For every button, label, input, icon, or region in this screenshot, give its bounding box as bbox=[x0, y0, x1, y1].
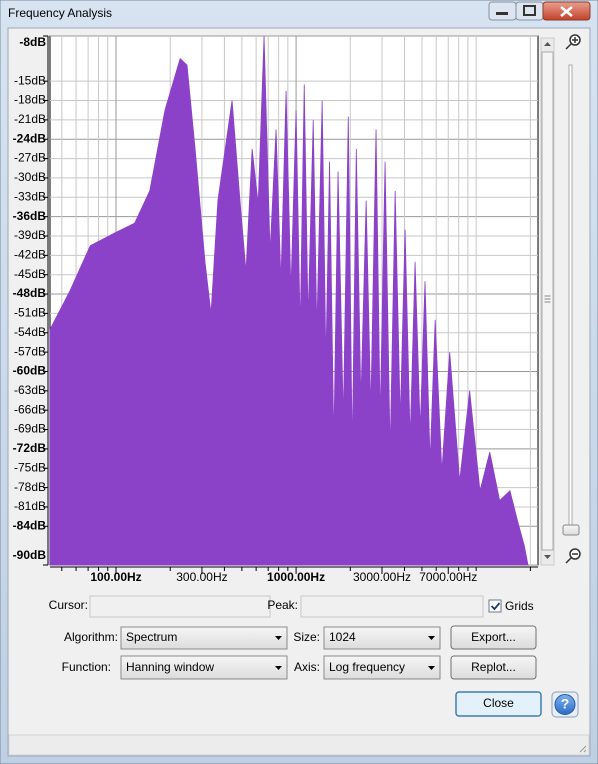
y-tick-label: -18dB bbox=[14, 93, 46, 107]
zoom-slider[interactable] bbox=[562, 524, 580, 536]
y-tick-label: -57dB bbox=[14, 344, 46, 358]
export-label: Export... bbox=[471, 630, 516, 644]
y-tick-label: -24dB bbox=[13, 131, 47, 145]
close-button[interactable] bbox=[455, 691, 542, 717]
algorithm-value: Spectrum bbox=[126, 630, 177, 644]
size-label: Size: bbox=[293, 630, 320, 644]
y-tick-label: -81dB bbox=[14, 499, 46, 513]
function-select[interactable] bbox=[120, 655, 288, 680]
export-button[interactable] bbox=[450, 625, 537, 650]
grids-check bbox=[490, 602, 501, 611]
axis-label: Axis: bbox=[294, 660, 320, 674]
replot-button[interactable] bbox=[450, 655, 537, 680]
y-tick-label: -75dB bbox=[14, 460, 46, 474]
peak-field bbox=[300, 595, 484, 618]
y-tick-label: -39dB bbox=[14, 228, 46, 242]
y-tick-label: -30dB bbox=[14, 170, 46, 184]
thumb-grip bbox=[544, 295, 551, 303]
x-tick-label: 7000.00Hz bbox=[419, 570, 477, 584]
algorithm-label: Algorithm: bbox=[64, 630, 118, 644]
y-tick-label: -42dB bbox=[14, 248, 46, 262]
y-tick-label: -54dB bbox=[14, 325, 46, 339]
maximize-icon bbox=[523, 5, 536, 16]
minimize-button[interactable] bbox=[488, 1, 517, 21]
y-tick-label: -27dB bbox=[14, 151, 46, 165]
y-tick-label: -51dB bbox=[14, 306, 46, 320]
status-bar bbox=[8, 734, 590, 756]
maximize-button[interactable] bbox=[515, 1, 544, 21]
x-tick-label: 3000.00Hz bbox=[353, 570, 411, 584]
zoom-track bbox=[568, 64, 573, 536]
resize-grip bbox=[579, 745, 587, 753]
y-tick-label: -72dB bbox=[13, 441, 47, 455]
function-label: Function: bbox=[62, 660, 111, 674]
cursor-field bbox=[89, 595, 271, 618]
help-icon bbox=[554, 694, 576, 715]
y-tick-label: -36dB bbox=[13, 209, 47, 223]
y-tick-label: -90dB bbox=[13, 548, 47, 562]
size-select[interactable] bbox=[323, 626, 441, 650]
y-tick-label: -84dB bbox=[13, 518, 47, 532]
minimize-icon bbox=[496, 12, 508, 15]
cursor-label: Cursor: bbox=[49, 598, 88, 612]
help-label: ? bbox=[561, 696, 570, 712]
y-tick-label: -21dB bbox=[14, 112, 46, 126]
scroll-down[interactable] bbox=[544, 555, 551, 559]
grids-label: Grids bbox=[505, 599, 534, 613]
y-tick-label: -69dB bbox=[14, 422, 46, 436]
y-tick-label: -15dB bbox=[14, 73, 46, 87]
close-label: Close bbox=[483, 696, 514, 710]
x-tick-label: 300.00Hz bbox=[176, 570, 227, 584]
window-title: Frequency Analysis bbox=[8, 6, 112, 20]
y-tick-label: -78dB bbox=[14, 480, 46, 494]
zoom-in-icon bbox=[565, 37, 578, 50]
grids-checkbox[interactable] bbox=[488, 599, 502, 613]
axis-value: Log frequency bbox=[329, 660, 405, 674]
y-tick-label: -45dB bbox=[14, 267, 46, 281]
dropdown-arrow bbox=[275, 636, 282, 640]
size-value: 1024 bbox=[329, 630, 356, 644]
zoom-out-icon bbox=[565, 553, 578, 564]
dropdown-arrow bbox=[428, 636, 435, 640]
spectrum-area bbox=[49, 35, 529, 566]
replot-label: Replot... bbox=[471, 660, 516, 674]
x-tick-label: 1000.00Hz bbox=[267, 570, 325, 584]
y-tick-label: -63dB bbox=[14, 383, 46, 397]
scroll-thumb[interactable] bbox=[541, 51, 554, 551]
dropdown-arrow bbox=[275, 666, 282, 670]
function-value: Hanning window bbox=[126, 660, 214, 674]
y-tick-label: -33dB bbox=[14, 189, 46, 203]
y-tick-label: -8dB bbox=[19, 35, 46, 49]
axis-select[interactable] bbox=[323, 655, 441, 680]
y-tick-label: -48dB bbox=[13, 286, 47, 300]
peak-label: Peak: bbox=[267, 598, 298, 612]
y-tick-label: -66dB bbox=[14, 402, 46, 416]
x-tick-label: 100.00Hz bbox=[90, 570, 141, 584]
close-icon bbox=[560, 6, 573, 17]
dropdown-arrow bbox=[428, 666, 435, 670]
y-tick-label: -60dB bbox=[13, 364, 47, 378]
algorithm-select[interactable] bbox=[120, 626, 288, 650]
scroll-up[interactable] bbox=[544, 42, 551, 46]
